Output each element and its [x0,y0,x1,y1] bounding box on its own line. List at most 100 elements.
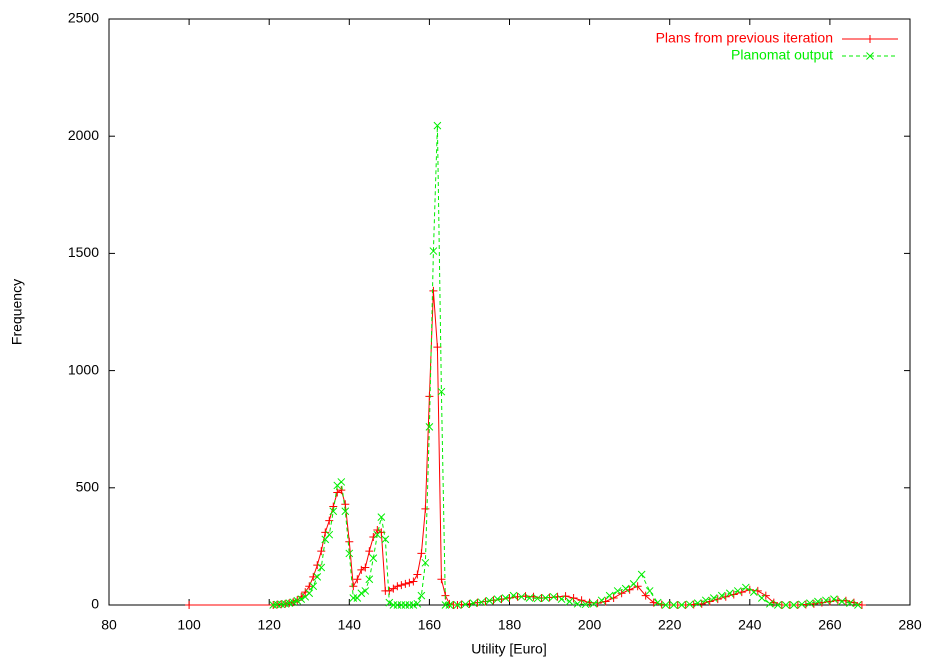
data-point [661,601,670,609]
legend-marker [866,52,874,60]
data-point [397,581,406,590]
data-point [846,599,854,607]
legend-marker [866,35,874,43]
data-point [185,601,194,609]
data-point [417,549,426,558]
data-point [641,591,650,600]
data-point [613,587,622,595]
y-axis-label: Frequency [9,279,25,345]
data-point [733,587,742,595]
x-tick-label: 120 [258,617,282,633]
data-point [761,591,770,600]
y-tick-label: 2000 [68,127,99,143]
plot-frame [108,18,911,606]
data-point [413,599,422,608]
data-point [501,594,510,602]
data-point [525,594,534,602]
data-point [717,591,726,600]
data-point [377,513,386,521]
data-point [589,599,598,608]
data-point [790,601,798,609]
y-tick-label: 1000 [68,361,99,377]
data-point [361,587,370,595]
data-point [409,577,418,586]
data-point [814,597,822,606]
data-point [617,589,626,598]
data-point [345,537,354,546]
data-point [341,507,350,516]
data-point [325,516,334,525]
data-point [741,583,750,592]
data-point [637,570,646,579]
data-point [437,575,446,584]
data-point [541,594,550,602]
y-tick-label: 0 [91,596,99,612]
data-point [345,549,354,558]
x-tick-label: 280 [898,617,922,633]
data-point [321,528,330,537]
data-point [493,595,502,603]
data-point [309,582,318,591]
data-point [669,601,678,609]
data-point [653,598,662,607]
data-point [417,591,426,600]
data-point [413,570,422,579]
x-tick-label: 260 [818,617,842,633]
data-point [649,598,658,607]
data-point [565,597,574,606]
data-point [385,586,394,595]
data-point [329,507,338,516]
data-point [293,596,302,605]
data-point [369,554,378,562]
data-point [349,582,358,591]
data-point [469,599,478,607]
x-tick-label: 80 [101,617,117,633]
data-point [549,592,558,601]
data-point [353,575,362,584]
data-point [357,565,366,574]
data-point [765,599,774,608]
data-point [517,592,526,601]
data-point [629,580,638,588]
data-point [605,591,614,600]
data-point [581,600,590,609]
data-point [533,594,542,603]
data-point [693,599,702,607]
data-point [361,563,370,572]
data-point [421,504,430,513]
data-point [773,601,782,609]
data-point [433,343,442,352]
data-point [421,558,430,567]
data-point [621,584,630,593]
data-point [325,530,334,539]
data-point [313,573,322,581]
data-point [393,582,402,591]
data-point [453,601,462,609]
data-point [317,547,326,556]
data-point [573,599,582,608]
legend-label: Planomat output [731,47,833,63]
data-point [405,578,414,587]
data-point [433,121,442,130]
data-point [429,286,438,295]
data-point [373,525,382,534]
data-point [798,600,806,609]
data-point [305,589,314,598]
y-tick-label: 500 [76,479,100,495]
x-tick-label: 160 [418,617,442,633]
data-point [461,600,470,609]
x-tick-label: 200 [578,617,602,633]
data-point [854,601,862,609]
data-point [389,584,398,593]
data-point [806,599,814,607]
data-point [830,595,838,603]
data-point [365,575,374,584]
data-point [597,596,606,605]
data-point [645,587,654,595]
data-point [337,486,346,495]
data-point [429,247,438,255]
data-point [365,547,374,556]
data-point [849,598,858,607]
data-point [337,478,346,486]
data-point [425,423,434,431]
